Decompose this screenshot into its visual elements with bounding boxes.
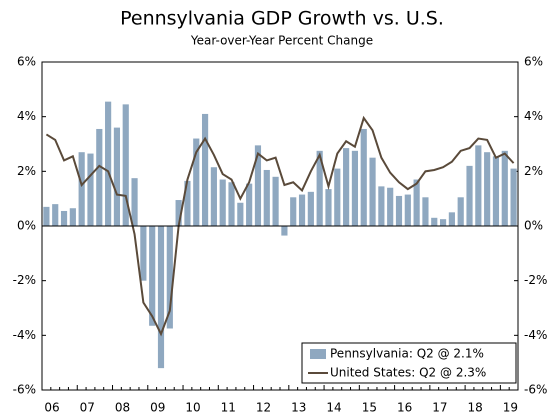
- bar: [210, 167, 217, 226]
- y2-tick-label: -4%: [524, 328, 547, 342]
- x-tick-label: 12: [256, 401, 271, 415]
- bar: [378, 186, 385, 226]
- bar: [263, 169, 270, 226]
- y-tick-label: -4%: [13, 328, 36, 342]
- bar: [228, 182, 235, 226]
- bar: [166, 226, 173, 329]
- bar: [105, 101, 112, 226]
- bar: [448, 212, 455, 226]
- bar: [131, 178, 138, 226]
- bar: [52, 204, 59, 226]
- bar: [122, 104, 129, 226]
- plot-frame: [41, 61, 519, 391]
- bar: [157, 226, 165, 369]
- bar: [298, 194, 306, 226]
- bar: [431, 217, 438, 226]
- bar: [254, 145, 262, 226]
- y-tick-label: -2%: [13, 273, 36, 287]
- y2-tick-label: 6%: [524, 55, 543, 69]
- y2-tick-label: -2%: [524, 273, 547, 287]
- x-tick-label: 09: [150, 401, 165, 415]
- x-tick-label: 17: [432, 401, 447, 415]
- bar: [325, 189, 332, 226]
- chart-subtitle: Year-over-Year Percent Change: [190, 34, 373, 48]
- bar: [404, 194, 411, 226]
- bar: [175, 200, 182, 226]
- x-tick-label: 13: [291, 401, 306, 415]
- bar: [193, 138, 200, 226]
- bar: [360, 128, 367, 226]
- bar: [237, 202, 244, 226]
- bar: [69, 208, 76, 226]
- bar: [140, 226, 147, 281]
- bar: [475, 145, 482, 226]
- bar: [290, 197, 297, 226]
- bar: [113, 127, 121, 226]
- bar: [395, 195, 403, 226]
- bar: [501, 150, 508, 226]
- bar: [219, 179, 226, 226]
- bar: [316, 150, 323, 226]
- x-tick-label: 07: [80, 401, 95, 415]
- legend-label: United States: Q2 @ 2.3%: [330, 366, 486, 380]
- bar: [413, 179, 420, 226]
- legend-box: [301, 342, 517, 384]
- bar: [184, 180, 191, 226]
- bar: [281, 226, 288, 236]
- bar: [149, 226, 156, 326]
- bar: [484, 152, 491, 226]
- y2-tick-label: 2%: [524, 164, 543, 178]
- bar: [87, 153, 94, 226]
- bar: [201, 113, 209, 226]
- bar: [272, 176, 279, 226]
- bar: [343, 148, 350, 226]
- y2-tick-label: 4%: [524, 109, 543, 123]
- x-tick-label: 15: [362, 401, 377, 415]
- y-tick-label: 6%: [17, 55, 36, 69]
- bar: [96, 128, 103, 226]
- bar: [492, 156, 500, 226]
- bar: [457, 197, 464, 226]
- legend-swatch: [310, 349, 326, 359]
- legend-label: Pennsylvania: Q2 @ 2.1%: [330, 347, 484, 361]
- line: [45, 115, 515, 337]
- bar: [351, 150, 359, 226]
- bar: [246, 183, 253, 226]
- x-tick-label: 14: [326, 401, 341, 415]
- y2-tick-label: -6%: [524, 383, 547, 397]
- x-tick-label: 10: [185, 401, 200, 415]
- y-tick-label: 0%: [17, 219, 36, 233]
- x-tick-label: 16: [397, 401, 412, 415]
- bar: [60, 210, 68, 226]
- bar: [78, 152, 85, 226]
- bar: [334, 168, 341, 226]
- bar: [466, 165, 473, 226]
- x-tick-label: 11: [221, 401, 236, 415]
- x-tick-label: 18: [467, 401, 482, 415]
- bar: [422, 197, 429, 226]
- y-tick-label: 4%: [17, 109, 36, 123]
- y2-tick-label: 0%: [524, 219, 543, 233]
- bar: [510, 168, 517, 226]
- y-tick-label: 2%: [17, 164, 36, 178]
- bar: [439, 219, 447, 226]
- bar: [43, 206, 50, 226]
- bar: [387, 187, 394, 226]
- x-tick-label: 06: [44, 401, 59, 415]
- chart-title: Pennsylvania GDP Growth vs. U.S.: [120, 8, 444, 30]
- x-tick-label: 08: [115, 401, 130, 415]
- bar: [307, 191, 314, 226]
- bar: [369, 157, 376, 226]
- x-tick-label: 19: [503, 401, 518, 415]
- y-tick-label: -6%: [13, 383, 36, 397]
